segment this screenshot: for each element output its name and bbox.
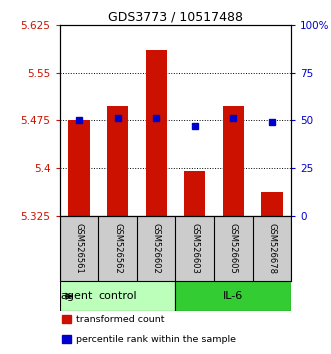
Bar	[68, 120, 89, 216]
Bar	[146, 50, 167, 216]
Text: GSM526562: GSM526562	[113, 223, 122, 274]
Text: GSM526605: GSM526605	[229, 223, 238, 274]
Bar	[60, 281, 175, 311]
Text: percentile rank within the sample: percentile rank within the sample	[76, 335, 236, 343]
Bar	[62, 335, 71, 343]
Text: GSM526602: GSM526602	[152, 223, 161, 274]
Text: control: control	[98, 291, 137, 301]
Bar	[184, 171, 205, 216]
Bar	[107, 106, 128, 216]
Bar	[175, 281, 291, 311]
Bar	[223, 106, 244, 216]
Text: IL-6: IL-6	[223, 291, 244, 301]
Title: GDS3773 / 10517488: GDS3773 / 10517488	[108, 11, 243, 24]
Text: GSM526678: GSM526678	[267, 223, 276, 274]
Text: agent: agent	[60, 291, 93, 301]
Bar	[261, 192, 283, 216]
Text: transformed count: transformed count	[76, 314, 164, 324]
Text: GSM526561: GSM526561	[74, 223, 83, 274]
Bar	[62, 315, 71, 323]
Text: GSM526603: GSM526603	[190, 223, 199, 274]
